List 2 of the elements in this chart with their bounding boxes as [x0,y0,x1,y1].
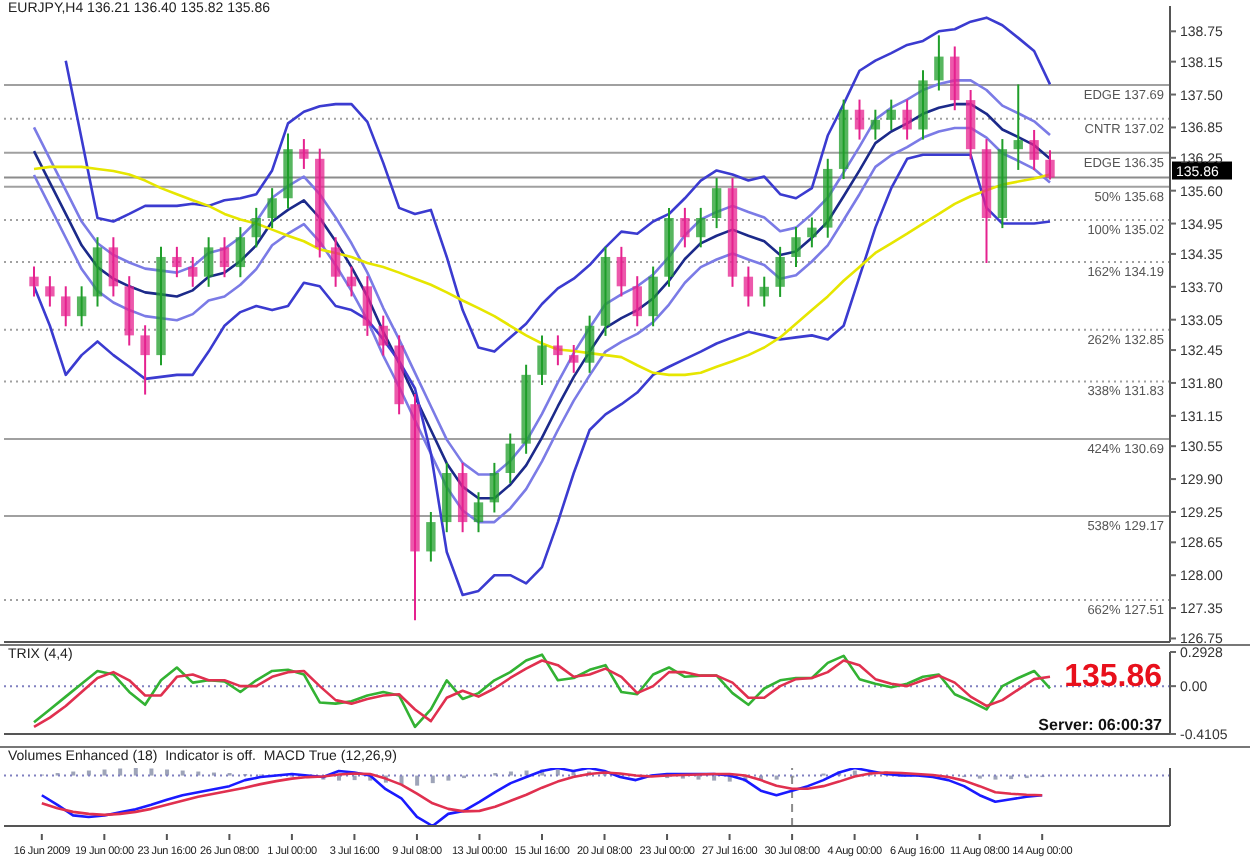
text: 135.86 [1064,660,1162,694]
annotation: Server: 06:00:37 [1038,716,1162,734]
